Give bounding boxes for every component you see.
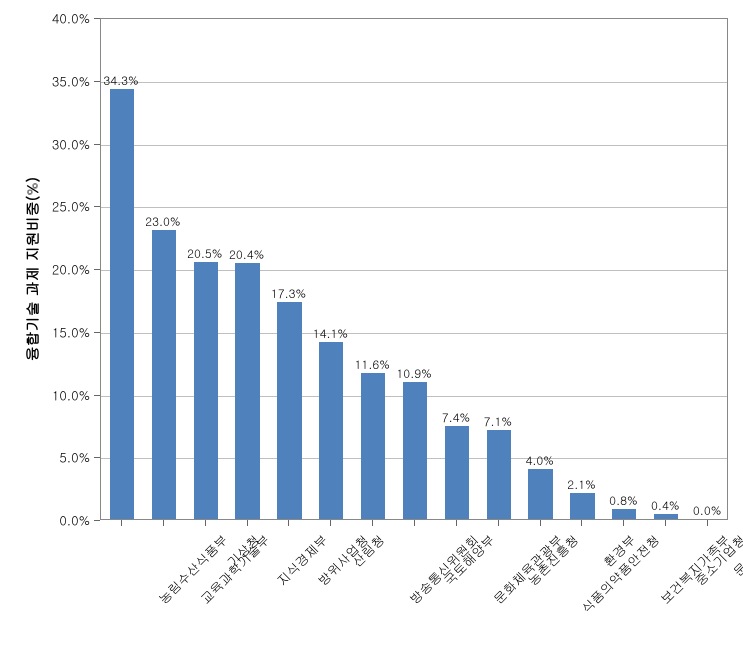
x-tick-mark xyxy=(330,520,331,526)
y-tick-label: 15.0% xyxy=(0,322,90,341)
y-tick-label: 20.0% xyxy=(0,260,90,279)
bar xyxy=(152,230,176,519)
y-tick-label: 10.0% xyxy=(0,385,90,404)
y-tick-mark xyxy=(94,144,100,145)
plot-area xyxy=(100,18,728,520)
bar-value-label: 7.4% xyxy=(442,409,470,426)
bar-value-label: 20.4% xyxy=(229,246,264,263)
x-tick-mark xyxy=(288,520,289,526)
bar-value-label: 7.1% xyxy=(484,413,512,430)
bar-value-label: 17.3% xyxy=(271,285,306,302)
bar xyxy=(110,89,134,519)
bar xyxy=(528,469,552,519)
y-tick-label: 40.0% xyxy=(0,9,90,28)
bar xyxy=(403,382,427,519)
bar xyxy=(445,426,469,519)
bar-value-label: 23.0% xyxy=(145,213,180,230)
x-tick-mark xyxy=(121,520,122,526)
y-tick-mark xyxy=(94,269,100,270)
bar xyxy=(277,302,301,519)
bar-value-label: 34.3% xyxy=(103,72,138,89)
bar-value-label: 0.4% xyxy=(651,497,679,514)
x-tick-mark xyxy=(581,520,582,526)
y-tick-label: 0.0% xyxy=(0,511,90,530)
y-tick-mark xyxy=(94,395,100,396)
bar-value-label: 2.1% xyxy=(567,476,595,493)
bar xyxy=(319,342,343,519)
bar-value-label: 20.5% xyxy=(187,245,222,262)
bar xyxy=(487,430,511,519)
gridline xyxy=(101,82,727,83)
y-tick-mark xyxy=(94,332,100,333)
bar xyxy=(570,493,594,519)
bar xyxy=(194,262,218,519)
y-tick-label: 5.0% xyxy=(0,448,90,467)
bar xyxy=(235,263,259,519)
y-tick-mark xyxy=(94,81,100,82)
x-tick-mark xyxy=(540,520,541,526)
x-tick-mark xyxy=(205,520,206,526)
gridline xyxy=(101,207,727,208)
x-tick-mark xyxy=(456,520,457,526)
bar xyxy=(654,514,678,519)
x-tick-mark xyxy=(372,520,373,526)
bar xyxy=(361,373,385,519)
y-tick-mark xyxy=(94,520,100,521)
bar-value-label: 0.8% xyxy=(609,492,637,509)
gridline xyxy=(101,145,727,146)
x-tick-mark xyxy=(163,520,164,526)
x-tick-mark xyxy=(414,520,415,526)
x-tick-mark xyxy=(623,520,624,526)
x-tick-mark xyxy=(707,520,708,526)
bar-value-label: 0.0% xyxy=(693,502,721,519)
x-tick-mark xyxy=(498,520,499,526)
y-tick-label: 30.0% xyxy=(0,134,90,153)
bar-value-label: 11.6% xyxy=(355,356,390,373)
y-tick-label: 25.0% xyxy=(0,197,90,216)
y-tick-mark xyxy=(94,206,100,207)
y-tick-mark xyxy=(94,457,100,458)
bar-value-label: 10.9% xyxy=(396,365,431,382)
bar xyxy=(612,509,636,519)
bar-chart: 융합기술 과제 지원비중(%) 0.0%5.0%10.0%15.0%20.0%2… xyxy=(0,0,743,660)
bar-value-label: 14.1% xyxy=(313,325,348,342)
x-tick-mark xyxy=(247,520,248,526)
y-tick-mark xyxy=(94,18,100,19)
y-tick-label: 35.0% xyxy=(0,71,90,90)
bar-value-label: 4.0% xyxy=(525,452,553,469)
x-tick-mark xyxy=(665,520,666,526)
